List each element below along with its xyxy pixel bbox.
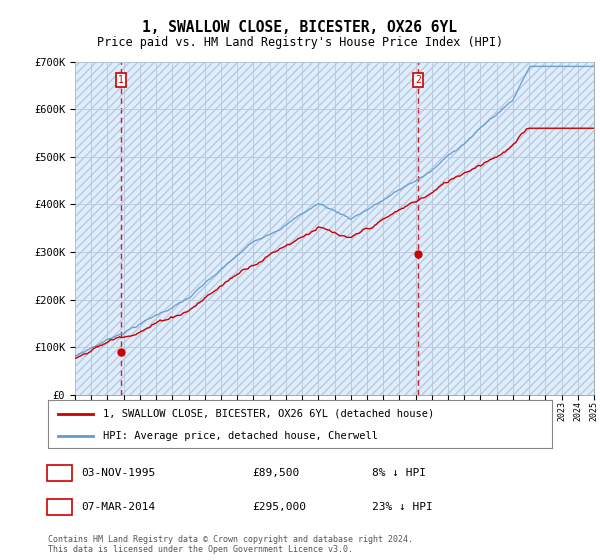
Text: 1, SWALLOW CLOSE, BICESTER, OX26 6YL (detached house): 1, SWALLOW CLOSE, BICESTER, OX26 6YL (de… (103, 409, 434, 419)
Bar (75, 62, 594, 395)
Text: 07-MAR-2014: 07-MAR-2014 (81, 502, 155, 512)
Text: 23% ↓ HPI: 23% ↓ HPI (372, 502, 433, 512)
Text: 03-NOV-1995: 03-NOV-1995 (81, 468, 155, 478)
Text: 1, SWALLOW CLOSE, BICESTER, OX26 6YL: 1, SWALLOW CLOSE, BICESTER, OX26 6YL (143, 20, 458, 35)
Text: 8% ↓ HPI: 8% ↓ HPI (372, 468, 426, 478)
Text: 2: 2 (56, 502, 63, 512)
Text: HPI: Average price, detached house, Cherwell: HPI: Average price, detached house, Cher… (103, 431, 379, 441)
Text: £89,500: £89,500 (252, 468, 299, 478)
Text: 1: 1 (118, 75, 124, 85)
Text: 1: 1 (56, 468, 63, 478)
Text: Contains HM Land Registry data © Crown copyright and database right 2024.
This d: Contains HM Land Registry data © Crown c… (48, 535, 413, 554)
Text: Price paid vs. HM Land Registry's House Price Index (HPI): Price paid vs. HM Land Registry's House … (97, 36, 503, 49)
Text: 2: 2 (415, 75, 421, 85)
Text: £295,000: £295,000 (252, 502, 306, 512)
